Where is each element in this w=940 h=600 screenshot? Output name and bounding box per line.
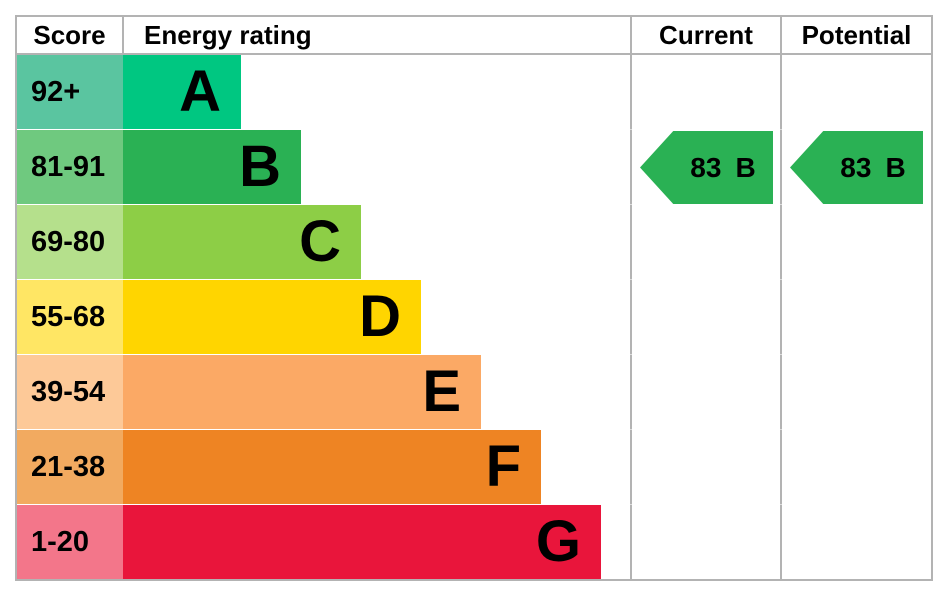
band-letter: E	[422, 359, 461, 424]
potential-rating-value: 83	[840, 151, 872, 183]
potential-rating-arrow: 83 B	[790, 131, 923, 204]
score-range-label: 1-20	[31, 525, 90, 558]
header-potential: Potential	[782, 17, 931, 53]
band-bar-e: E	[123, 355, 481, 429]
band-bar-b: B	[123, 130, 301, 204]
band-bar-a: A	[123, 55, 241, 129]
band-score-range: 69-80	[17, 205, 123, 279]
band-row-a: 92+ A	[17, 55, 931, 129]
score-column-divider	[122, 17, 124, 53]
score-range-label: 81-91	[31, 150, 106, 183]
header-score-label: Score	[33, 20, 106, 50]
score-range-label: 21-38	[31, 450, 106, 483]
band-bar-d: D	[123, 280, 421, 354]
header-energy-rating-label: Energy rating	[144, 20, 312, 50]
header-score: Score	[17, 17, 122, 53]
score-range-label: 69-80	[31, 225, 106, 258]
score-range-label: 39-54	[31, 375, 106, 408]
band-bar-g: G	[123, 505, 601, 579]
score-range-label: 55-68	[31, 300, 106, 333]
chart-outer-border	[15, 15, 933, 581]
header-energy-rating: Energy rating	[124, 17, 630, 53]
band-score-range: 1-20	[17, 505, 123, 579]
band-letter: A	[179, 59, 221, 124]
band-bar-c: C	[123, 205, 361, 279]
current-column-divider	[630, 17, 632, 579]
band-score-range: 21-38	[17, 430, 123, 504]
band-row-e: 39-54 E	[17, 354, 931, 429]
header-potential-label: Potential	[801, 20, 912, 50]
band-row-d: 55-68 D	[17, 279, 931, 354]
potential-column-divider	[780, 17, 782, 579]
band-row-g: 1-20 G	[17, 504, 931, 579]
band-row-b: 81-91 B	[17, 129, 931, 204]
score-range-label: 92+	[31, 75, 81, 108]
band-letter: G	[535, 509, 581, 574]
band-row-c: 69-80 C	[17, 204, 931, 279]
header-current-label: Current	[659, 20, 753, 50]
band-bar-f: F	[123, 430, 541, 504]
band-score-range: 81-91	[17, 130, 123, 204]
band-letter: D	[359, 284, 401, 349]
band-score-range: 39-54	[17, 355, 123, 429]
potential-rating-letter: B	[885, 151, 906, 183]
band-letter: F	[485, 434, 521, 499]
header-current: Current	[632, 17, 780, 53]
band-letter: C	[299, 209, 341, 274]
band-rows: 92+ A 81-91 B 69-80 C 55-68	[17, 55, 931, 579]
band-letter: B	[239, 134, 281, 199]
band-score-range: 55-68	[17, 280, 123, 354]
current-rating-arrow: 83 B	[640, 131, 773, 204]
header-bottom-border	[17, 53, 931, 55]
current-rating-letter: B	[735, 151, 756, 183]
current-rating-value: 83	[690, 151, 722, 183]
band-score-range: 92+	[17, 55, 123, 129]
band-row-f: 21-38 F	[17, 429, 931, 504]
